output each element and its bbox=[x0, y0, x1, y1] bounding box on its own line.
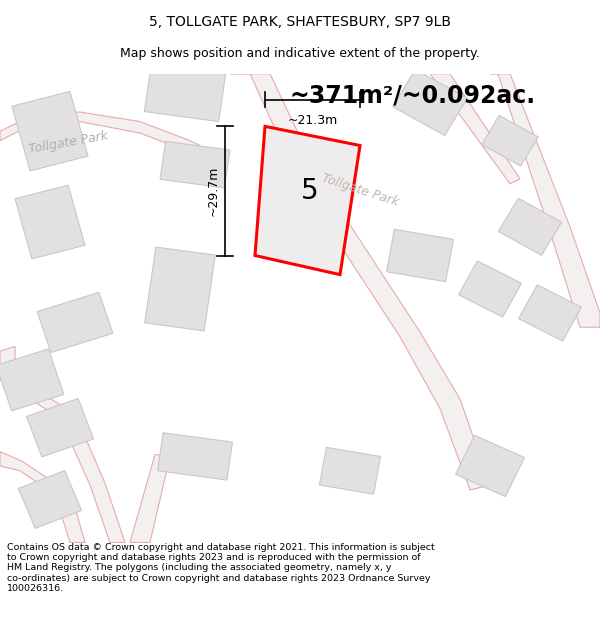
Polygon shape bbox=[160, 141, 230, 188]
Text: Tollgate Park: Tollgate Park bbox=[28, 129, 109, 156]
Polygon shape bbox=[319, 448, 380, 494]
Polygon shape bbox=[255, 126, 360, 274]
Polygon shape bbox=[145, 64, 226, 121]
Polygon shape bbox=[0, 452, 85, 542]
Polygon shape bbox=[130, 454, 170, 542]
Polygon shape bbox=[518, 285, 581, 341]
Text: Contains OS data © Crown copyright and database right 2021. This information is : Contains OS data © Crown copyright and d… bbox=[7, 542, 435, 593]
Polygon shape bbox=[230, 74, 490, 490]
Text: Map shows position and indicative extent of the property.: Map shows position and indicative extent… bbox=[120, 48, 480, 60]
Polygon shape bbox=[430, 74, 520, 184]
Polygon shape bbox=[158, 432, 232, 480]
Text: ~371m²/~0.092ac.: ~371m²/~0.092ac. bbox=[290, 83, 536, 107]
Text: 5, TOLLGATE PARK, SHAFTESBURY, SP7 9LB: 5, TOLLGATE PARK, SHAFTESBURY, SP7 9LB bbox=[149, 15, 451, 29]
Polygon shape bbox=[0, 349, 64, 411]
Text: ~21.3m: ~21.3m bbox=[287, 114, 338, 127]
Polygon shape bbox=[482, 116, 538, 166]
Polygon shape bbox=[458, 261, 521, 317]
Polygon shape bbox=[12, 91, 88, 171]
Text: Tollgate Park: Tollgate Park bbox=[320, 172, 400, 209]
Polygon shape bbox=[15, 185, 85, 259]
Polygon shape bbox=[19, 471, 82, 528]
Polygon shape bbox=[0, 112, 200, 152]
Polygon shape bbox=[386, 229, 454, 282]
Polygon shape bbox=[455, 436, 524, 497]
Polygon shape bbox=[490, 74, 600, 328]
Polygon shape bbox=[393, 69, 467, 136]
Polygon shape bbox=[37, 292, 113, 352]
Text: 5: 5 bbox=[301, 177, 319, 205]
Polygon shape bbox=[145, 247, 215, 331]
Polygon shape bbox=[26, 399, 94, 457]
Polygon shape bbox=[0, 346, 125, 542]
Polygon shape bbox=[499, 198, 562, 256]
Text: ~29.7m: ~29.7m bbox=[207, 166, 220, 216]
